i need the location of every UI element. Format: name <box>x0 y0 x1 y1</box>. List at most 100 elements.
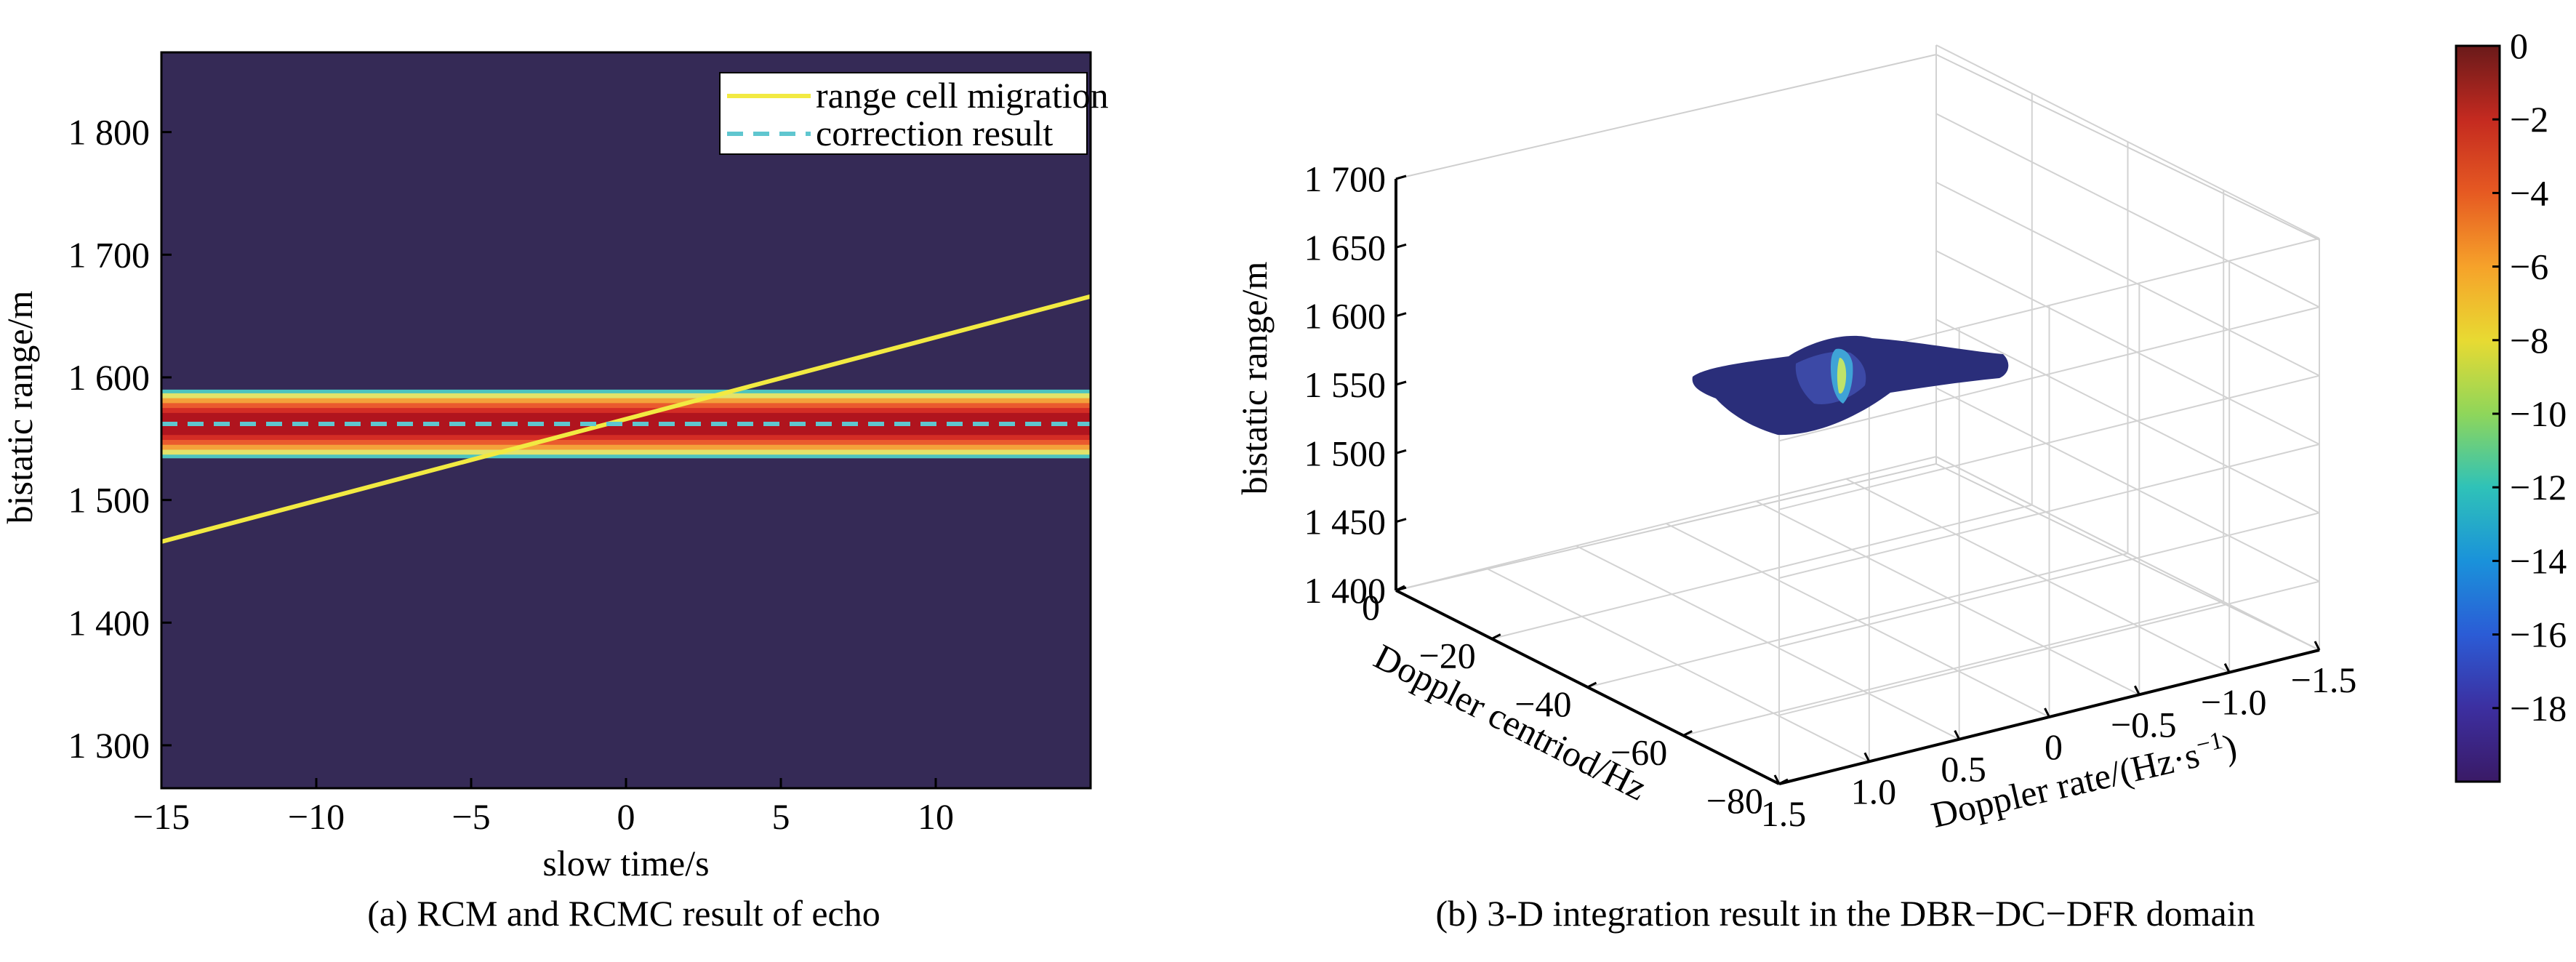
y-tick-label: 1 500 <box>68 480 151 521</box>
target-blob <box>1692 335 2009 436</box>
colorbar-tick-label: −8 <box>2510 320 2548 361</box>
x-tick-label: −15 <box>133 796 190 837</box>
panel-a-x-ticks: −15 −10 −5 0 5 10 <box>133 778 954 837</box>
grid-line <box>1778 512 2320 648</box>
grid-line <box>1485 567 1870 763</box>
panel-a-x-axis-label: slow time/s <box>542 843 709 883</box>
y-tick-mark <box>2133 685 2140 696</box>
z-tick-mark <box>1395 243 1407 249</box>
target-peak <box>1837 358 1847 394</box>
y-tick-label: 1 400 <box>68 602 151 643</box>
y-tick-mark <box>1954 729 1961 740</box>
colorbar-tick-label: 0 <box>2510 25 2528 66</box>
y-tick-label: −0.5 <box>2111 704 2177 745</box>
x-tick-label: −20 <box>1419 636 1476 676</box>
x-tick-label: −5 <box>452 796 490 837</box>
y-tick-mark <box>1863 752 1871 763</box>
panel-b-y-ticks: 1.5 1.0 0.5 0 −0.5 −1.0 −1.5 <box>1761 641 2357 834</box>
legend-label-range-cell-migration: range cell migration <box>816 75 1109 116</box>
x-tick-mark <box>1586 681 1597 689</box>
panel-a-y-axis-label: bistatic range/m <box>0 291 40 524</box>
x-tick-label: −10 <box>288 796 345 837</box>
grid-line <box>1845 478 2230 673</box>
y-tick-label: 0 <box>2045 726 2063 767</box>
z-tick-mark <box>1395 518 1407 524</box>
y-tick-label: 1.0 <box>1851 771 1897 811</box>
x-tick-label: 0 <box>617 796 635 837</box>
z-tick-mark <box>1395 312 1407 318</box>
grid-line <box>1935 318 2320 514</box>
x-tick-label: −40 <box>1514 684 1571 724</box>
x-tick-mark <box>1682 730 1693 737</box>
grid-line <box>1778 580 2320 716</box>
z-tick-label: 1 550 <box>1304 364 1387 405</box>
panel-a-y-ticks: 1 300 1 400 1 500 1 600 1 700 1 800 <box>68 112 172 766</box>
y-tick-mark <box>2223 662 2231 673</box>
z-tick-label: 1 700 <box>1304 159 1387 199</box>
colorbar: 0 −2 −4 −6 −8 −10 −12 −14 −16 −18 <box>2455 25 2567 783</box>
x-tick-mark <box>1778 778 1789 785</box>
y-tick-label: 1 600 <box>68 357 151 398</box>
grid-line <box>1935 113 2320 308</box>
y-axis-label-superscript: −1 <box>2194 727 2226 759</box>
y-tick-mark <box>2044 708 2050 718</box>
x-tick-label: 0 <box>1362 587 1380 628</box>
legend-box <box>719 72 1088 155</box>
colorbar-tick-label: −16 <box>2510 614 2567 655</box>
back-wall-left <box>1395 53 1937 592</box>
x-tick-label: −60 <box>1610 732 1667 773</box>
x-tick-mark <box>1491 633 1501 640</box>
grid-line <box>1778 444 2320 579</box>
z-tick-mark <box>1395 449 1407 454</box>
colorbar-tick-label: −10 <box>2510 393 2567 434</box>
series-range-cell-migration <box>161 294 1091 544</box>
z-tick-label: 1 600 <box>1304 296 1387 337</box>
z-tick-mark <box>1395 175 1407 180</box>
panel-b-x-ticks: 0 −20 −40 −60 −80 <box>1362 585 1789 821</box>
z-tick-mark <box>1395 380 1407 386</box>
y-tick-label: −1.5 <box>2291 660 2357 700</box>
x-tick-mark <box>1395 585 1405 592</box>
grid-line <box>1778 306 2320 442</box>
y-tick-mark <box>2314 641 2321 651</box>
y-tick-label: 1 700 <box>68 234 151 275</box>
colorbar-ticks: 0 −2 −4 −6 −8 −10 −12 −14 −16 −18 <box>2492 25 2567 729</box>
panel-b-z-axis-label: bistatic range/m <box>1234 262 1275 495</box>
grid-line <box>1935 181 2320 377</box>
colorbar-tick-label: −4 <box>2510 172 2548 213</box>
colorbar-tick-label: −12 <box>2510 467 2567 508</box>
grid-line <box>1576 545 1960 740</box>
grid-line <box>1755 500 2140 696</box>
z-tick-label: 1 400 <box>1304 570 1387 611</box>
panel-a-caption: (a) RCM and RCMC result of echo <box>367 893 880 934</box>
x-tick-label: 5 <box>772 796 790 837</box>
grid-line <box>1935 387 2320 582</box>
z-tick-label: 1 650 <box>1304 227 1387 268</box>
panel-b-z-ticks: 1 400 1 450 1 500 1 550 1 600 1 650 1 700 <box>1304 159 1407 611</box>
z-tick-label: 1 450 <box>1304 502 1387 542</box>
y-tick-label: 1.5 <box>1761 793 1807 834</box>
x-tick-label: −80 <box>1706 780 1763 821</box>
grid-line <box>1666 523 2050 718</box>
y-tick-label: 1 300 <box>68 725 151 766</box>
grid-line <box>1935 456 2320 651</box>
colorbar-tick-label: −14 <box>2510 540 2567 581</box>
z-tick-label: 1 500 <box>1304 433 1387 473</box>
panel-a-legend: range cell migration correction result <box>719 72 1109 155</box>
x-tick-label: 10 <box>918 796 954 837</box>
grid-line <box>1778 374 2320 510</box>
grid-line <box>1935 44 2320 239</box>
colorbar-tick-label: −2 <box>2510 99 2548 140</box>
y-tick-label: 1 800 <box>68 112 151 153</box>
colorbar-tick-label: −6 <box>2510 246 2548 287</box>
colorbar-tick-label: −18 <box>2510 688 2567 729</box>
panel-b-caption: (b) 3-D integration result in the DBR−DC… <box>1435 893 2255 934</box>
grid-line <box>1935 250 2320 445</box>
y-tick-label: 0.5 <box>1941 749 1986 790</box>
y-tick-mark <box>1773 774 1781 785</box>
panel-b-x-axis-label: Doppler centriod/Hz <box>1368 636 1653 808</box>
y-tick-label: −1.0 <box>2201 682 2267 723</box>
